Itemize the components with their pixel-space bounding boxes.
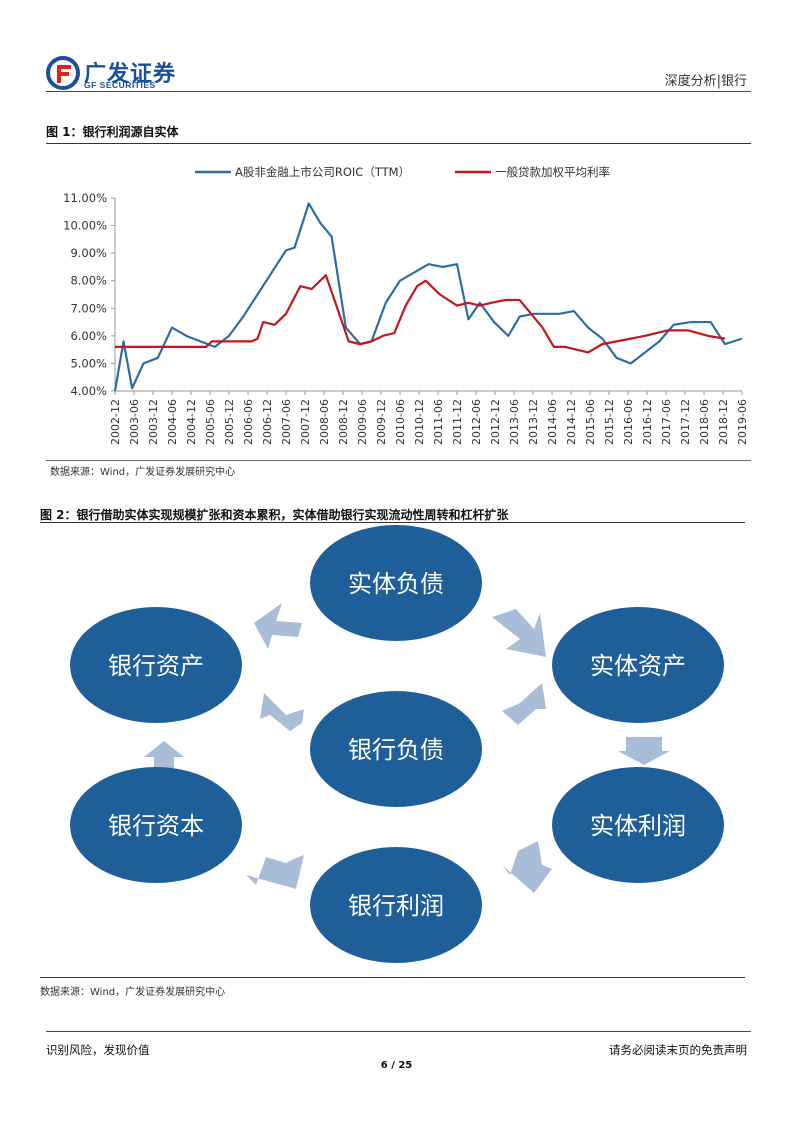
x-tick-label: 2014-06 (546, 399, 559, 445)
x-tick-label: 2006-06 (242, 399, 255, 445)
node-entity-assets-label: 实体资产 (590, 652, 686, 680)
node-entity-profit (552, 767, 724, 883)
node-entity-liabilities-label: 实体负债 (348, 570, 444, 598)
y-tick-label: 7.00% (70, 301, 107, 315)
x-tick-label: 2009-06 (356, 399, 369, 445)
x-tick-label: 2015-12 (603, 399, 616, 445)
x-tick-label: 2010-06 (394, 399, 407, 445)
series-line-1 (113, 202, 743, 392)
arrow-to-entity-profit (618, 737, 670, 765)
y-tick-label: 9.00% (70, 246, 107, 260)
page-number: 6 / 25 (380, 1060, 413, 1071)
y-tick-label: 6.00% (70, 329, 107, 343)
legend-label-1: A股非金融上市公司ROIC（TTM） (235, 165, 410, 179)
y-tick-label: 5.00% (70, 356, 107, 370)
x-tick-label: 2003-06 (128, 399, 141, 445)
x-tick-label: 2010-12 (413, 399, 426, 445)
x-tick-label: 2018-06 (698, 399, 711, 445)
logo-chinese-name: 广发证券 (84, 62, 177, 87)
x-tick-label: 2013-12 (527, 399, 540, 445)
node-bank-liabilities-label: 银行负债 (348, 736, 444, 764)
y-tick-label: 11.00% (63, 191, 107, 205)
figure1-bottom-rule (46, 460, 751, 461)
x-tick-label: 2016-12 (641, 399, 654, 445)
arrow-to-bank-profit (502, 841, 552, 893)
x-tick-label: 2011-12 (451, 399, 464, 445)
x-tick-label: 2004-06 (166, 399, 179, 445)
x-tick-label: 2002-12 (109, 399, 122, 445)
logo-english-name: GF SECURITIES (84, 80, 156, 90)
arrow-to-bank-capital (246, 855, 304, 889)
y-tick-label: 8.00% (70, 274, 107, 288)
footer-slogan: 识别风险，发现价值 (46, 1043, 150, 1057)
node-bank-liabilities (310, 691, 482, 807)
x-tick-label: 2005-12 (223, 399, 236, 445)
x-tick-label: 2012-06 (470, 399, 483, 445)
x-tick-label: 2007-12 (299, 399, 312, 445)
node-entity-profit-label: 实体利润 (590, 812, 686, 840)
x-tick-label: 2011-06 (432, 399, 445, 445)
footer-divider (46, 1031, 751, 1032)
figure2-bottom-rule (40, 977, 745, 978)
y-tick-label: 4.00% (70, 384, 107, 398)
node-bank-profit-label: 银行利润 (348, 892, 444, 920)
series-line-2 (115, 274, 726, 354)
node-bank-assets (70, 607, 242, 723)
node-bank-profit (310, 847, 482, 963)
header-section-label: 深度分析|银行 (664, 74, 747, 89)
x-tick-label: 2003-12 (147, 399, 160, 445)
figure2-source: 数据来源：Wind，广发证券发展研究中心 (40, 987, 226, 998)
x-tick-label: 2017-06 (660, 399, 673, 445)
x-tick-label: 2018-12 (717, 399, 730, 445)
bank-entity-cycle-diagram: 实体负债 银行资产 实体资产 银行负债 银行资本 实体利润 银行利润 (70, 525, 724, 963)
figure1-source: 数据来源：Wind，广发证券发展研究中心 (50, 467, 236, 478)
arrow-to-bank-assets (144, 741, 184, 769)
x-tick-label: 2009-12 (375, 399, 388, 445)
x-tick-label: 2017-12 (679, 399, 692, 445)
y-tick-label: 10.00% (63, 219, 107, 233)
gf-logo-icon (46, 56, 80, 90)
x-tick-label: 2006-12 (261, 399, 274, 445)
roic-vs-loan-rate-chart: 4.00% 5.00% 6.00% 7.00% 8.00% 9.00% 10.00% 11.0… (63, 165, 749, 445)
node-entity-liabilities (310, 525, 482, 641)
arrow-center-to-entity-assets (502, 683, 546, 725)
legend-label-2: 一般贷款加权平均利率 (495, 165, 610, 179)
header-divider (46, 91, 751, 92)
arrow-to-entity-assets (492, 609, 546, 657)
footer-disclaimer-note: 请务必阅读末页的免责声明 (609, 1043, 747, 1057)
node-bank-assets-label: 银行资产 (108, 652, 204, 680)
x-tick-label: 2008-12 (337, 399, 350, 445)
x-tick-label: 2014-12 (565, 399, 578, 445)
node-bank-capital-label: 银行资本 (108, 812, 204, 840)
x-tick-label: 2013-06 (508, 399, 521, 445)
x-tick-label: 2015-06 (584, 399, 597, 445)
x-tick-label: 2007-06 (280, 399, 293, 445)
arrow-to-entity-liabilities (254, 603, 302, 649)
x-tick-label: 2008-06 (318, 399, 331, 445)
figure2-title: 图 2：银行借助实体实现规模扩张和资本累积，实体借助银行实现流动性周转和杠杆扩张 (40, 508, 509, 522)
figure2-top-rule (40, 522, 745, 523)
x-tick-label: 2005-06 (204, 399, 217, 445)
arrow-center-to-bank-assets (260, 693, 304, 731)
node-bank-capital (70, 767, 242, 883)
node-entity-assets (552, 607, 724, 723)
x-tick-label: 2012-12 (489, 399, 502, 445)
x-tick-label: 2019-06 (736, 399, 749, 445)
x-tick-label: 2016-06 (622, 399, 635, 445)
figure1-title: 图 1：银行利润源自实体 (46, 125, 179, 139)
x-tick-label: 2004-12 (185, 399, 198, 445)
figure1-top-rule (46, 143, 751, 144)
